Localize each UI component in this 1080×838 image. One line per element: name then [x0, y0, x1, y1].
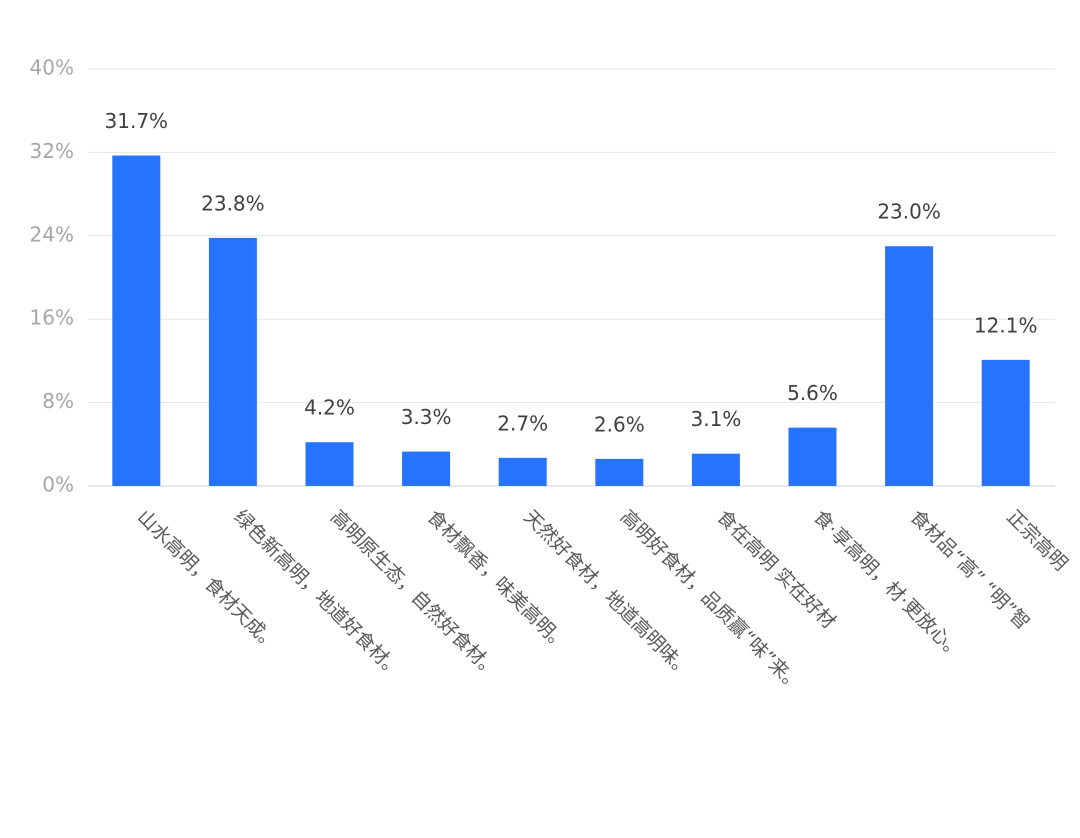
bar — [981, 359, 1030, 486]
bar — [305, 442, 354, 486]
bar — [691, 453, 740, 486]
y-tick-label: 0% — [42, 473, 74, 497]
bar — [885, 246, 934, 486]
bar — [595, 458, 644, 486]
x-tick-label: 正宗高明 — [1002, 506, 1071, 575]
y-tick-label: 32% — [30, 139, 74, 163]
bar — [788, 427, 837, 486]
y-tick-label: 40% — [30, 56, 74, 80]
value-label: 2.7% — [497, 411, 548, 435]
value-label: 23.8% — [201, 191, 265, 215]
value-label: 3.1% — [690, 407, 741, 431]
y-tick-label: 16% — [30, 306, 74, 330]
value-label: 31.7% — [105, 109, 169, 133]
value-label: 5.6% — [787, 381, 838, 405]
value-label: 3.3% — [401, 405, 452, 429]
x-tick-label: 高明原生态，自然好食材。 — [326, 506, 503, 683]
value-label: 4.2% — [304, 396, 355, 420]
value-label: 23.0% — [877, 200, 941, 224]
x-tick-label: 天然好食材，地道高明味。 — [519, 506, 696, 683]
bar — [402, 451, 451, 486]
y-tick-label: 24% — [30, 222, 74, 246]
bar — [112, 155, 161, 486]
value-label: 2.6% — [594, 412, 645, 436]
x-tick-label: 绿色新高明，地道好食材。 — [229, 506, 406, 683]
y-tick-label: 8% — [42, 389, 74, 413]
x-tick-label: 高明好食材，品质赢“味”来。 — [616, 506, 807, 697]
bar — [208, 237, 257, 486]
bar — [498, 457, 547, 486]
value-label: 12.1% — [974, 313, 1038, 337]
